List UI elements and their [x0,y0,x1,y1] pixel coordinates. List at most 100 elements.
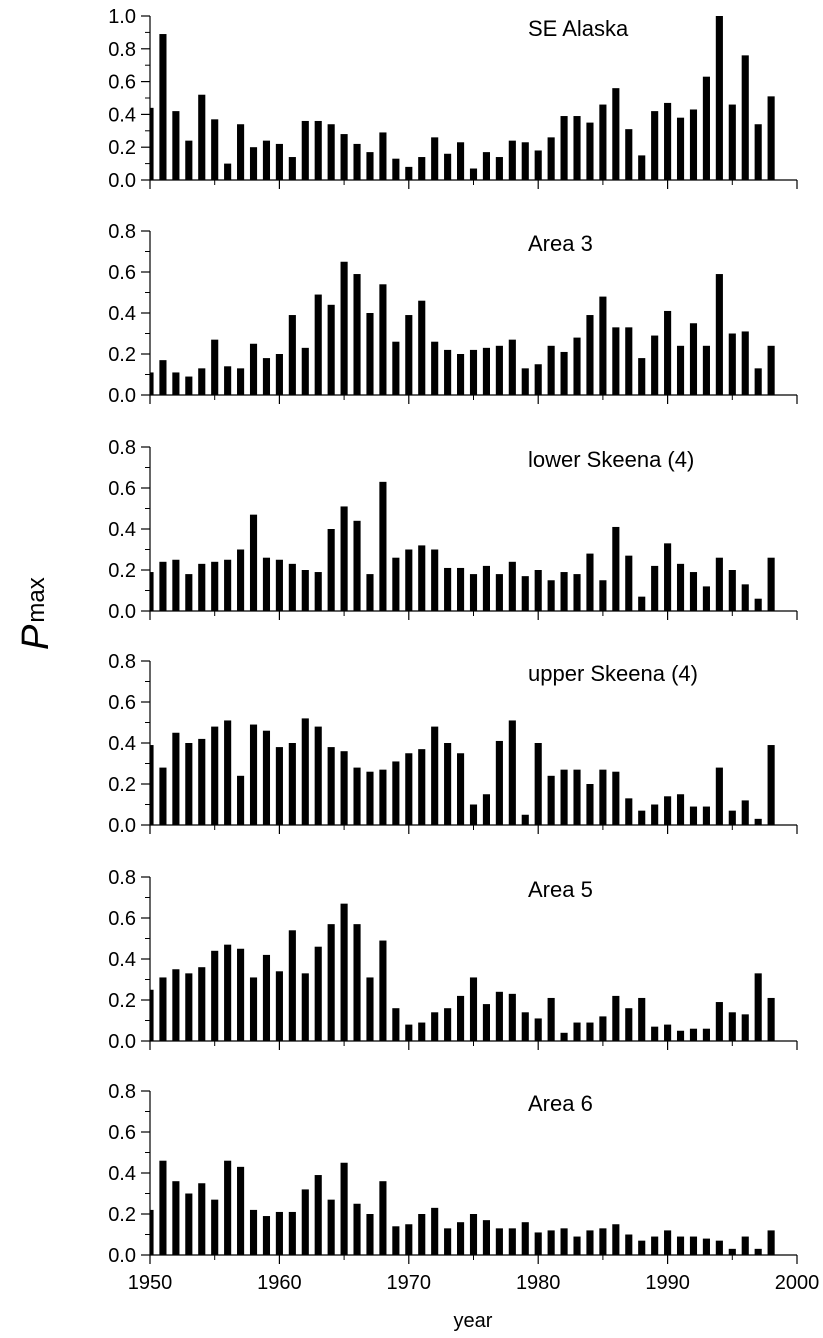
bar-1955 [211,561,219,611]
bar-1994 [715,767,723,825]
bar-1960 [275,971,283,1041]
bar-1984 [586,1230,594,1255]
bar-1954 [198,967,206,1041]
bar-1994 [715,1240,723,1255]
bar-1982 [560,1032,568,1041]
bar-1995 [728,333,736,395]
bar-1950 [150,745,154,825]
bar-1952 [172,1181,180,1255]
bar-1953 [185,743,193,825]
bar-1996 [741,1014,749,1041]
bar-1955 [211,1199,219,1255]
y-tick-label: 1.0 [108,6,136,28]
bar-1984 [586,122,594,180]
x-tick-label: 1990 [645,1272,690,1294]
bar-1983 [573,337,581,395]
bar-1959 [262,730,271,825]
bar-1954 [198,738,206,825]
bar-1985 [599,296,607,395]
bar-1952 [172,372,180,395]
bar-1978 [508,561,516,611]
y-tick-label: 0.2 [108,137,136,159]
bar-1991 [676,117,685,180]
bar-1965 [340,506,348,611]
bar-1988 [638,596,646,611]
bar-1957 [237,124,245,180]
bar-1998 [767,557,775,611]
bar-1961 [288,315,296,395]
bar-1994 [715,16,723,180]
bar-1956 [224,944,232,1041]
bar-1975 [469,168,478,180]
bar-1987 [625,798,633,825]
panel-1: 0.0 0.2 0.4 0.6 0.8 Area 3 [108,221,798,407]
bar-1993 [702,1238,710,1255]
bar-1963 [314,294,322,395]
chart-panels: 0.00.20.40.60.81.0 SE Alaska0.00.20.40.60… [108,6,819,1294]
bar-1998 [767,997,775,1041]
bar-1953 [185,973,193,1041]
x-tick-label: 1970 [387,1272,432,1294]
bar-1991 [676,1030,685,1041]
bar-1968 [379,284,387,395]
bar-1981 [547,345,555,395]
bar-1966 [353,1203,361,1255]
bar-1965 [340,261,348,395]
bar-1976 [482,794,490,825]
y-tick-label: 0.6 [108,1122,136,1144]
bar-1962 [301,1189,309,1255]
bar-1971 [418,157,426,180]
bar-1966 [353,520,361,611]
bar-1970 [405,315,413,395]
bar-1989 [651,335,659,395]
bar-1976 [482,1004,490,1041]
panel-0: 0.0 0.2 0.4 0.6 0.8 1.0 SE Alaska [108,6,798,192]
bar-1974 [457,995,465,1041]
bar-1950 [150,989,154,1041]
bar-1979 [521,368,529,395]
y-tick-label: 0.8 [108,651,136,673]
bar-1958 [249,724,258,825]
panel-5: 0.0 0.2 0.4 0.6 0.8 Area 6 1950 1960 1970 1980 199… [108,1081,819,1294]
bar-1988 [638,810,646,825]
y-tick-label: 0.0 [108,170,136,192]
x-tick-label: 2000 [775,1272,820,1294]
bar-1963 [314,1175,322,1255]
bar-1964 [327,304,335,395]
bar-1978 [508,339,516,395]
bar-1969 [392,1226,400,1255]
panel-3: 0.0 0.2 0.4 0.6 0.8 upper Skeena (4) [108,651,798,837]
bar-1952 [172,969,180,1041]
bar-1983 [573,574,581,611]
bar-1961 [288,743,296,825]
bar-1996 [741,331,749,395]
bar-1992 [689,806,698,825]
bar-1959 [262,557,271,611]
bar-1997 [754,598,762,611]
x-tick-label: 1950 [128,1272,173,1294]
bar-1973 [444,743,452,825]
y-tick-label: 0.0 [108,601,136,623]
y-tick-label: 0.8 [108,867,136,889]
bar-1957 [237,368,245,395]
y-tick-label: 0.0 [108,815,136,837]
bar-1980 [534,364,542,395]
bar-1965 [340,903,348,1041]
bar-1984 [586,553,594,611]
bar-1977 [495,345,503,395]
bar-1998 [767,345,775,395]
bar-1972 [431,549,439,611]
bar-1957 [237,775,245,825]
y-axis-label: Pmax [15,577,57,650]
bar-1992 [689,1236,698,1255]
bar-1971 [418,1022,426,1041]
bar-1989 [651,565,659,611]
bar-1981 [547,775,555,825]
bar-1968 [379,1181,387,1255]
y-tick-label: 0.4 [108,733,136,755]
bar-1965 [340,751,348,825]
bar-1987 [625,1008,633,1041]
bar-1998 [767,96,775,180]
bar-1990 [664,543,672,611]
bar-1997 [754,368,762,395]
